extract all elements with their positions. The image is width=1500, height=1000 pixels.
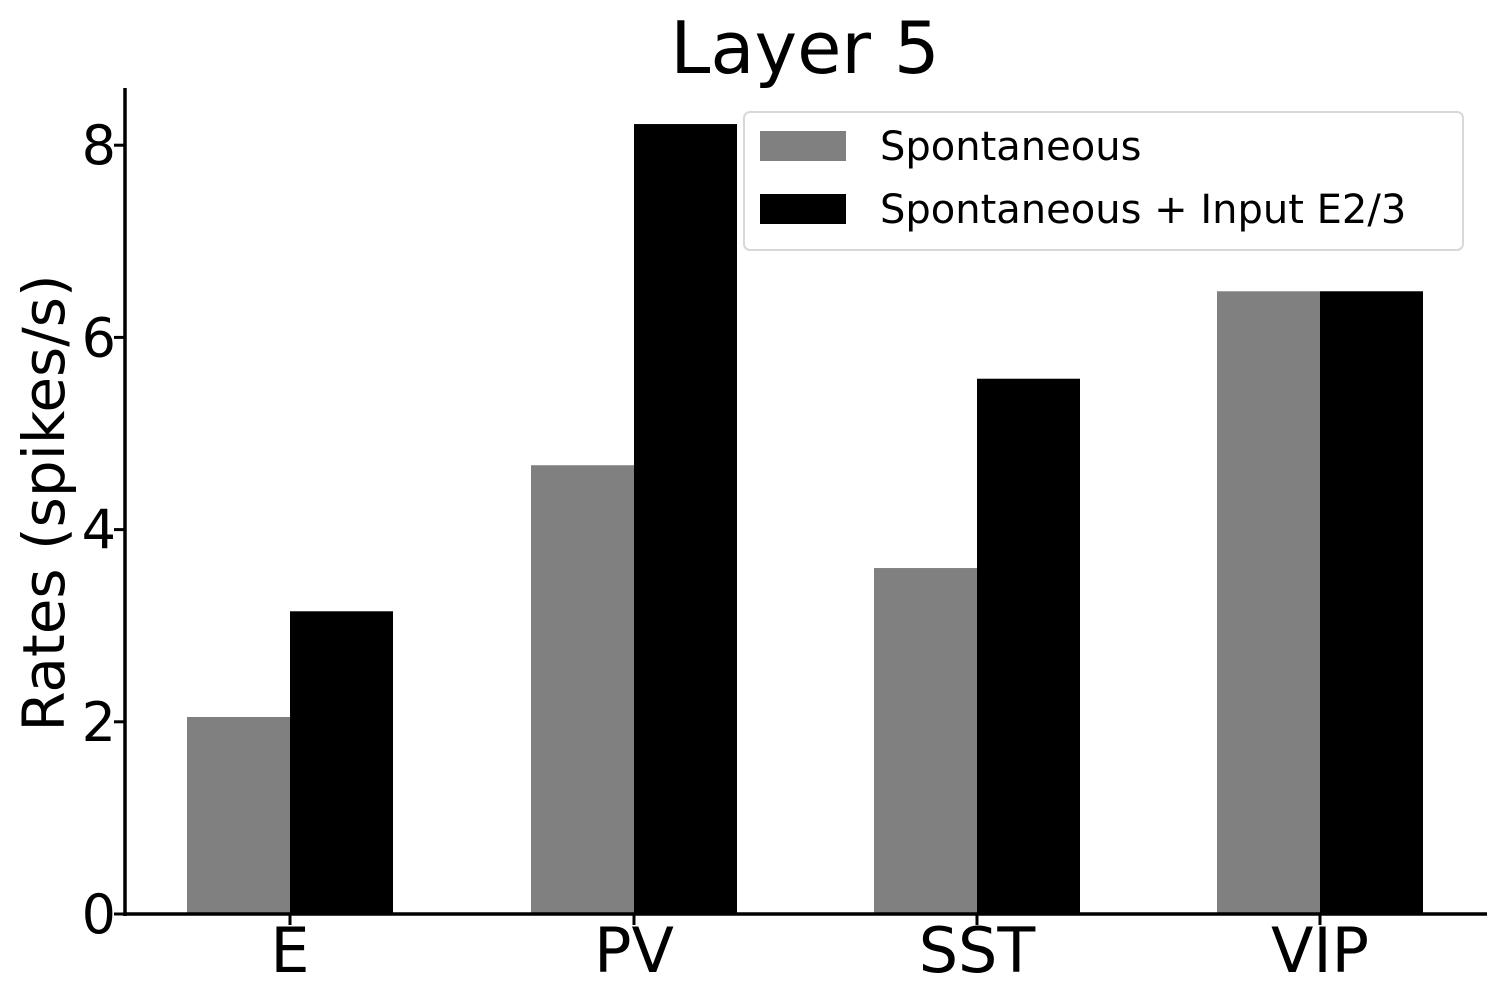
legend-label-spontaneous: Spontaneous <box>880 124 1141 170</box>
chart-title: Layer 5 <box>670 6 939 90</box>
y-tick-label: 4 <box>82 499 116 562</box>
legend-swatch-spontaneous-input <box>760 194 846 224</box>
y-tick-label: 8 <box>82 114 116 177</box>
y-tick-label: 0 <box>82 883 116 946</box>
x-tick-label-sst: SST <box>919 914 1037 987</box>
bars-group <box>187 124 1423 915</box>
y-tick-label: 6 <box>82 306 116 369</box>
bar-sst-series-2 <box>977 378 1080 914</box>
y-tick-label: 2 <box>82 691 116 754</box>
x-tick-label-e: E <box>270 914 309 987</box>
bar-e-series-1 <box>187 716 290 914</box>
x-ticks-group: E PV SST VIP <box>270 914 1369 987</box>
bar-pv-series-2 <box>634 124 737 915</box>
bar-pv-series-1 <box>531 465 634 914</box>
legend-swatch-spontaneous <box>760 131 846 161</box>
y-axis-label: Rates (spikes/s) <box>10 274 78 731</box>
y-ticks-group: 0 2 4 6 8 <box>82 114 125 946</box>
bar-vip-series-2 <box>1320 291 1423 915</box>
legend: Spontaneous Spontaneous + Input E2/3 <box>743 111 1464 251</box>
x-tick-label-vip: VIP <box>1271 914 1369 987</box>
legend-label-spontaneous-input: Spontaneous + Input E2/3 <box>880 187 1406 233</box>
legend-frame <box>743 111 1464 251</box>
bar-vip-series-1 <box>1217 291 1320 915</box>
bar-e-series-2 <box>290 611 393 914</box>
x-tick-label-pv: PV <box>594 914 674 987</box>
bar-sst-series-1 <box>874 568 977 914</box>
